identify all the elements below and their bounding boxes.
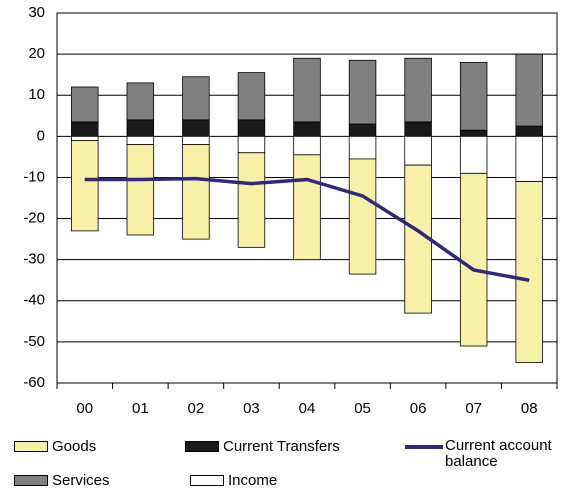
bar-segment (71, 121, 99, 137)
x-tick-label: 07 (465, 400, 482, 417)
legend-swatch (14, 441, 48, 452)
legend-label: Income (228, 472, 278, 489)
y-tick-label: -60 (23, 374, 45, 391)
legend-item: Current account balance (405, 438, 579, 470)
bar-segment (404, 135, 432, 166)
bar-segment (348, 59, 377, 125)
bar-segment (237, 119, 266, 137)
bar-segment (182, 119, 210, 137)
y-tick-label: -30 (23, 251, 45, 268)
bar-segment (348, 135, 377, 160)
legend-swatch (190, 475, 224, 486)
y-tick-label: 30 (28, 4, 45, 21)
legend-label: Goods (52, 438, 97, 455)
bar-segment (126, 82, 155, 121)
bar-segment (293, 121, 321, 137)
bar-segment (126, 119, 155, 137)
legend-item: Income (190, 472, 277, 489)
bar-segment (459, 129, 488, 137)
y-tick-label: -40 (23, 292, 45, 309)
bar-segment (459, 135, 488, 174)
bar-segment (404, 57, 432, 123)
bar-segment (182, 135, 210, 145)
bar-segment (515, 125, 543, 137)
x-tick-label: 03 (243, 400, 260, 417)
line-series (84, 176, 530, 282)
x-tick-label: 06 (410, 400, 427, 417)
legend-swatch (405, 445, 443, 449)
x-tick-label: 05 (354, 400, 371, 417)
y-tick-label: 10 (28, 86, 45, 103)
bar-segment (237, 135, 266, 154)
bar-segment (71, 86, 99, 123)
y-tick-label: 0 (37, 127, 45, 144)
y-tick-label: 20 (28, 45, 45, 62)
legend-label: Current Transfers (223, 438, 340, 455)
bar-segment (293, 57, 321, 123)
bar-segment (348, 158, 377, 275)
legend-swatch (14, 475, 48, 486)
bar-segment (348, 123, 377, 137)
x-tick-label: 02 (188, 400, 205, 417)
y-tick-label: -20 (23, 210, 45, 227)
bar-segment (515, 181, 543, 363)
bar-segment (126, 144, 155, 236)
plot-frame (56, 12, 558, 384)
x-tick-label: 01 (132, 400, 149, 417)
y-tick-label: -10 (23, 168, 45, 185)
bar-segment (237, 72, 266, 121)
bar-segment (293, 135, 321, 156)
x-tick-label: 08 (521, 400, 538, 417)
bar-segment (237, 152, 266, 248)
bar-segment (71, 140, 99, 232)
bar-segment (182, 76, 210, 121)
bar-segment (126, 135, 155, 145)
bar-segment (515, 135, 543, 182)
legend-item: Goods (14, 438, 96, 455)
legend-item: Current Transfers (185, 438, 340, 455)
chart: -60 -50 -40 -30 -20 -10 0 10 20 30 00 01 02 03 04 05 06 0… (23, 4, 558, 417)
legend-item: Services (14, 472, 110, 489)
x-tick-label: 04 (299, 400, 316, 417)
x-tick-label: 00 (76, 400, 93, 417)
bar-segment (515, 53, 543, 127)
bar-segment (182, 144, 210, 240)
y-tick-label: -50 (23, 333, 45, 350)
bar-segment (459, 172, 488, 347)
legend-label: Services (52, 472, 110, 489)
legend-label: Current account balance (445, 437, 552, 470)
bar-segment (459, 61, 488, 131)
bar-segment (404, 121, 432, 137)
legend-swatch (185, 441, 219, 452)
bar-segment (293, 154, 321, 261)
bar-segment (71, 135, 99, 141)
